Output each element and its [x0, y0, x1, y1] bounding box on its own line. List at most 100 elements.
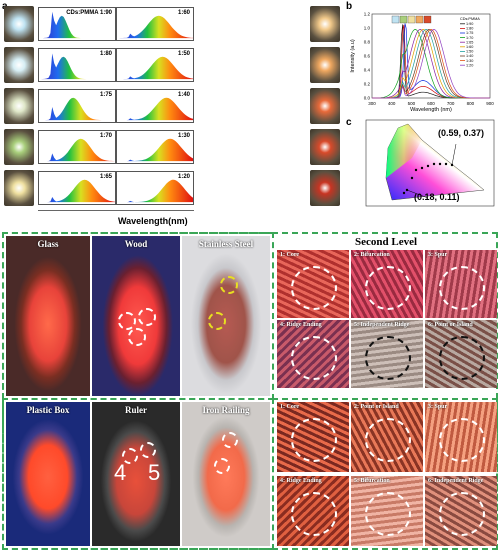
led-photo-left-2 — [4, 47, 34, 83]
spectrum-right-3: 1:40 — [116, 89, 194, 123]
led-photo-left-4 — [4, 129, 34, 165]
ratio-label: 1:50 — [177, 51, 190, 57]
minutia-tile-label: 5: Independent Ridge — [354, 322, 410, 328]
spectrum-left-5: 1:65 — [38, 171, 116, 205]
minutia-ring — [291, 492, 337, 536]
fingerprint-iron-label: Iron Railing — [202, 405, 250, 415]
ytick-label: 0.6 — [364, 54, 371, 59]
minutia-ring — [291, 336, 337, 380]
legend-entry: 1:40 — [466, 54, 473, 58]
legend-entry: 1:70 — [466, 36, 473, 40]
xtick-label: 600 — [427, 101, 435, 106]
fingerprint-wood: Wood — [92, 236, 180, 396]
fingerprint-glass: Glass — [6, 236, 90, 396]
legend-entry: 1:80 — [466, 27, 473, 31]
minutia-ring — [365, 266, 411, 310]
led-photo-left-1 — [4, 6, 34, 42]
minutia-ring — [140, 442, 156, 458]
panel-c-cie-diagram: (0.59, 0.37) (0.18, 0.11) — [352, 118, 498, 216]
led-photo-right-4 — [310, 129, 340, 165]
xtick-label: 900 — [486, 101, 494, 106]
ruler-digit-5: 5 — [148, 460, 161, 485]
spectrum-left-3: 1:75 — [38, 89, 116, 123]
minutia-ring — [365, 336, 411, 380]
minutia-tile-label: 3: Spur — [428, 252, 448, 258]
minutia-tile-label: 1: Core — [280, 252, 300, 258]
fingerprint-iron-railing: Iron Railing — [182, 402, 270, 546]
spectrum-left-2: 1:80 — [38, 48, 116, 82]
xtick-label: 400 — [388, 101, 396, 106]
minutia-ring — [122, 448, 138, 464]
minutia-ring — [208, 312, 226, 330]
minutia-ring — [214, 458, 230, 474]
legend-entry: 1:50 — [466, 50, 473, 54]
panel-b-label: b — [346, 1, 353, 12]
minutia-tile-label: 5: Bifurcation — [354, 478, 390, 484]
legend-entry: 1:20 — [466, 63, 473, 67]
spectrum-right-2: 1:50 — [116, 48, 194, 82]
minutia-tile-label: 4: Ridge Ending — [280, 478, 322, 484]
minutia-tile-3: 3: Spur — [425, 402, 497, 472]
xtick-label: 500 — [408, 101, 416, 106]
minutia-ring — [365, 418, 411, 462]
spectrum-left-1: CDs:PMMA 1:90 — [38, 7, 116, 41]
ratio-label: 1:75 — [99, 92, 112, 98]
ratio-label: CDs:PMMA 1:90 — [66, 10, 112, 16]
xtick-label: 700 — [447, 101, 455, 106]
minutia-tile-5: 5: Independent Ridge — [351, 320, 423, 388]
fingerprint-plastic-label: Plastic Box — [26, 405, 70, 415]
fingerprint-ruler: Ruler 4 5 — [92, 402, 180, 546]
chart-b-ylabel: Intensity (a.u) — [350, 39, 356, 72]
panel-a-axis — [38, 210, 194, 215]
ratio-label: 1:20 — [177, 174, 190, 180]
minutia-ring — [128, 328, 146, 346]
panel-a-xlabel: Wavelength(nm) — [118, 216, 188, 226]
xtick-label: 300 — [368, 101, 376, 106]
minutia-tile-4: 4: Ridge Ending — [277, 476, 349, 546]
fingerprint-ruler-label: Ruler — [125, 405, 147, 415]
ytick-label: 1.0 — [364, 26, 371, 31]
minutia-ring — [365, 492, 411, 536]
ytick-label: 1.2 — [364, 12, 371, 17]
cie-coord-bottom: (0.18, 0.11) — [414, 192, 460, 202]
ytick-label: 0.2 — [364, 82, 371, 87]
fingerprint-stainless-steel: Stainless Steel — [182, 236, 270, 396]
minutia-tile-4: 4: Ridge Ending — [277, 320, 349, 388]
minutia-ring — [291, 418, 337, 462]
minutia-ring — [439, 492, 485, 536]
minutia-ring — [439, 266, 485, 310]
minutia-tile-label: 1: Core — [280, 404, 300, 410]
spectrum-left-4: 1:70 — [38, 130, 116, 164]
minutia-ring — [439, 336, 485, 380]
minutia-ring — [138, 308, 156, 326]
minutia-tile-label: 6: Point or Island — [428, 322, 473, 328]
minutia-tile-2: 2: Point or Island — [351, 402, 423, 472]
minutia-ring — [291, 266, 337, 310]
ratio-label: 1:80 — [99, 51, 112, 57]
led-photo-right-5 — [310, 170, 340, 206]
minutia-tile-label: 4: Ridge Ending — [280, 322, 322, 328]
emission-series-10 — [372, 29, 490, 99]
minutia-tile-5: 5: Bifurcation — [351, 476, 423, 546]
spectrum-right-1: 1:60 — [116, 7, 194, 41]
minutia-tile-3: 3: Spur — [425, 250, 497, 318]
panel-c-label: c — [346, 117, 352, 128]
ratio-label: 1:30 — [177, 133, 190, 139]
led-photo-right-3 — [310, 88, 340, 124]
ratio-label: 1:40 — [177, 92, 190, 98]
led-photo-right-2 — [310, 47, 340, 83]
xtick-label: 800 — [467, 101, 475, 106]
fingerprint-plastic-box: Plastic Box — [6, 402, 90, 546]
minutia-tile-1: 1: Core — [277, 250, 349, 318]
minutia-tile-label: 2: Point or Island — [354, 404, 399, 410]
fingerprint-steel-label: Stainless Steel — [198, 239, 254, 249]
legend-entry: 1:75 — [466, 31, 473, 35]
minutia-tile-label: 2: Bifurcation — [354, 252, 390, 258]
minutia-ring — [439, 418, 485, 462]
ytick-label: 0.8 — [364, 40, 371, 45]
spectrum-right-4: 1:30 — [116, 130, 194, 164]
ytick-label: 0.4 — [364, 68, 371, 73]
ytick-label: 0.0 — [364, 96, 371, 101]
fingerprint-glass-label: Glass — [37, 239, 59, 249]
legend-entry: 1:90 — [466, 22, 473, 26]
